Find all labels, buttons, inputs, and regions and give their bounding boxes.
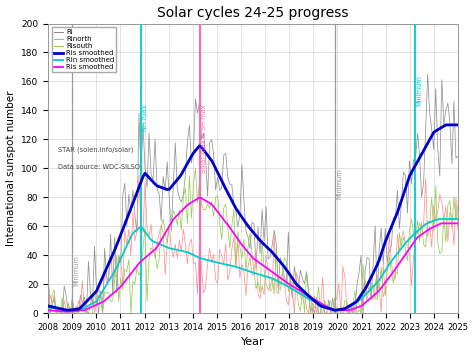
Text: Data source: WDC-SILSO: Data source: WDC-SILSO [58, 164, 140, 170]
Text: Solar max & SH max: Solar max & SH max [201, 104, 208, 173]
Text: STAR (solen.info/solar): STAR (solen.info/solar) [58, 146, 134, 153]
Text: Minimum: Minimum [337, 168, 342, 199]
Text: NH max: NH max [142, 104, 148, 131]
Title: Solar cycles 24-25 progress: Solar cycles 24-25 progress [157, 6, 349, 19]
Y-axis label: International sunspot number: International sunspot number [6, 91, 16, 246]
Text: Minimum: Minimum [416, 76, 422, 106]
Text: Minimum: Minimum [73, 255, 80, 286]
Legend: Ri, Rinorth, Risouth, Ris smoothed, Rin smoothed, Ris smoothed: Ri, Rinorth, Risouth, Ris smoothed, Rin … [52, 27, 117, 72]
X-axis label: Year: Year [241, 337, 265, 347]
